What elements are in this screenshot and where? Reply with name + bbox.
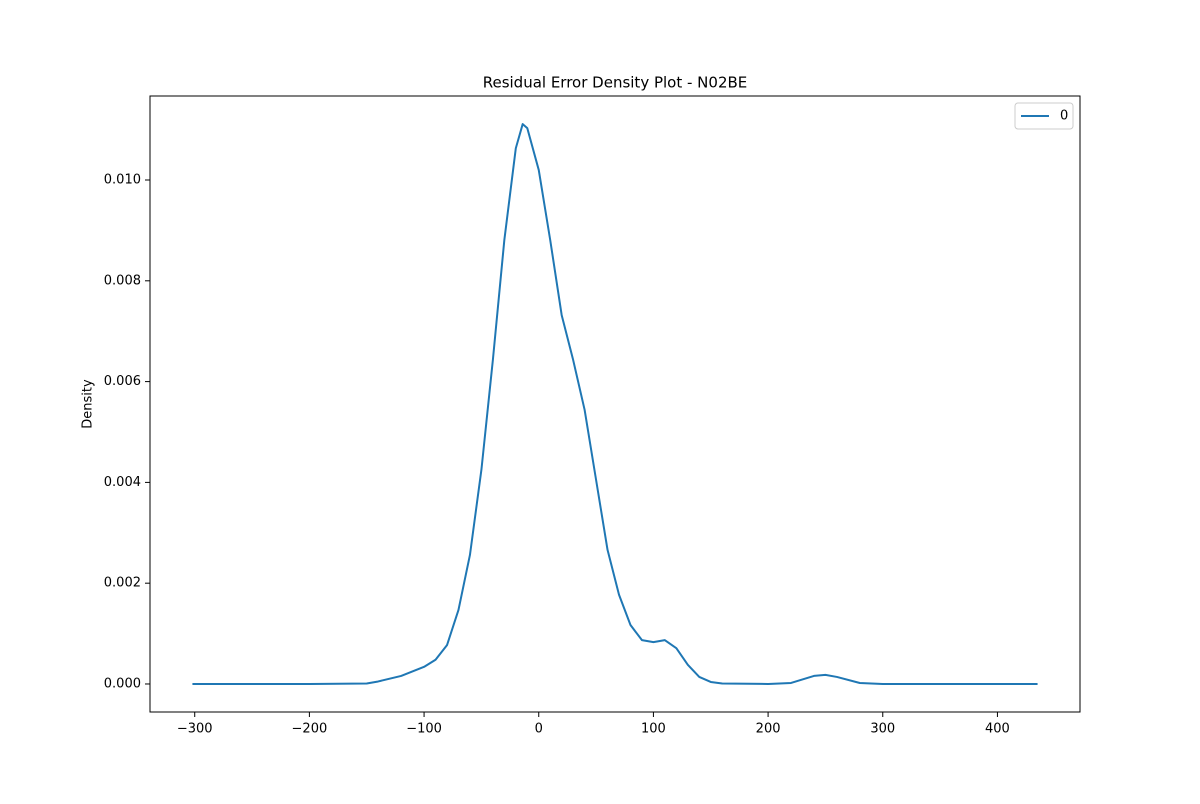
x-tick-label: −300: [177, 722, 213, 737]
y-axis-label: Density: [81, 379, 96, 429]
legend-label: 0: [1060, 109, 1068, 124]
x-tick-label: 100: [641, 722, 666, 737]
y-tick-label: 0.010: [104, 173, 141, 188]
y-tick-label: 0.006: [104, 374, 141, 389]
y-tick-label: 0.008: [104, 273, 141, 288]
y-tick-label: 0.002: [104, 576, 141, 591]
x-tick-label: −100: [406, 722, 442, 737]
y-tick-label: 0.000: [104, 676, 141, 691]
x-tick-label: 200: [756, 722, 781, 737]
chart-title: Residual Error Density Plot - N02BE: [483, 74, 748, 92]
x-tick-label: 400: [985, 722, 1010, 737]
x-tick-label: 0: [535, 722, 543, 737]
axes-frame: [149, 95, 1081, 713]
density-line: [192, 123, 1038, 685]
y-tick-label: 0.004: [104, 475, 141, 490]
x-tick-label: −200: [292, 722, 328, 737]
x-tick-label: 300: [870, 722, 895, 737]
